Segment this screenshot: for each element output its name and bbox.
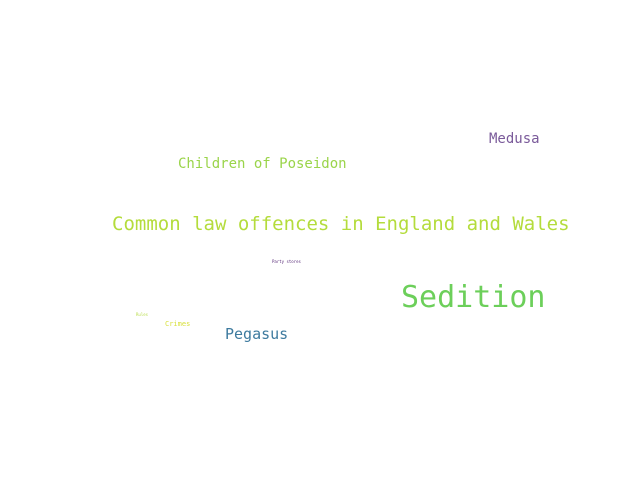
word-crimes: Crimes [165, 320, 191, 328]
word-medusa: Medusa [489, 131, 540, 147]
word-pegasus: Pegasus [225, 325, 289, 343]
word-sedition: Sedition [401, 280, 546, 315]
word-party-stores: Party stores [272, 259, 301, 264]
word-rules: Rules [136, 312, 149, 317]
word-common-law-offences: Common law offences in England and Wales [112, 213, 570, 235]
word-children-of-poseidon: Children of Poseidon [178, 156, 347, 172]
